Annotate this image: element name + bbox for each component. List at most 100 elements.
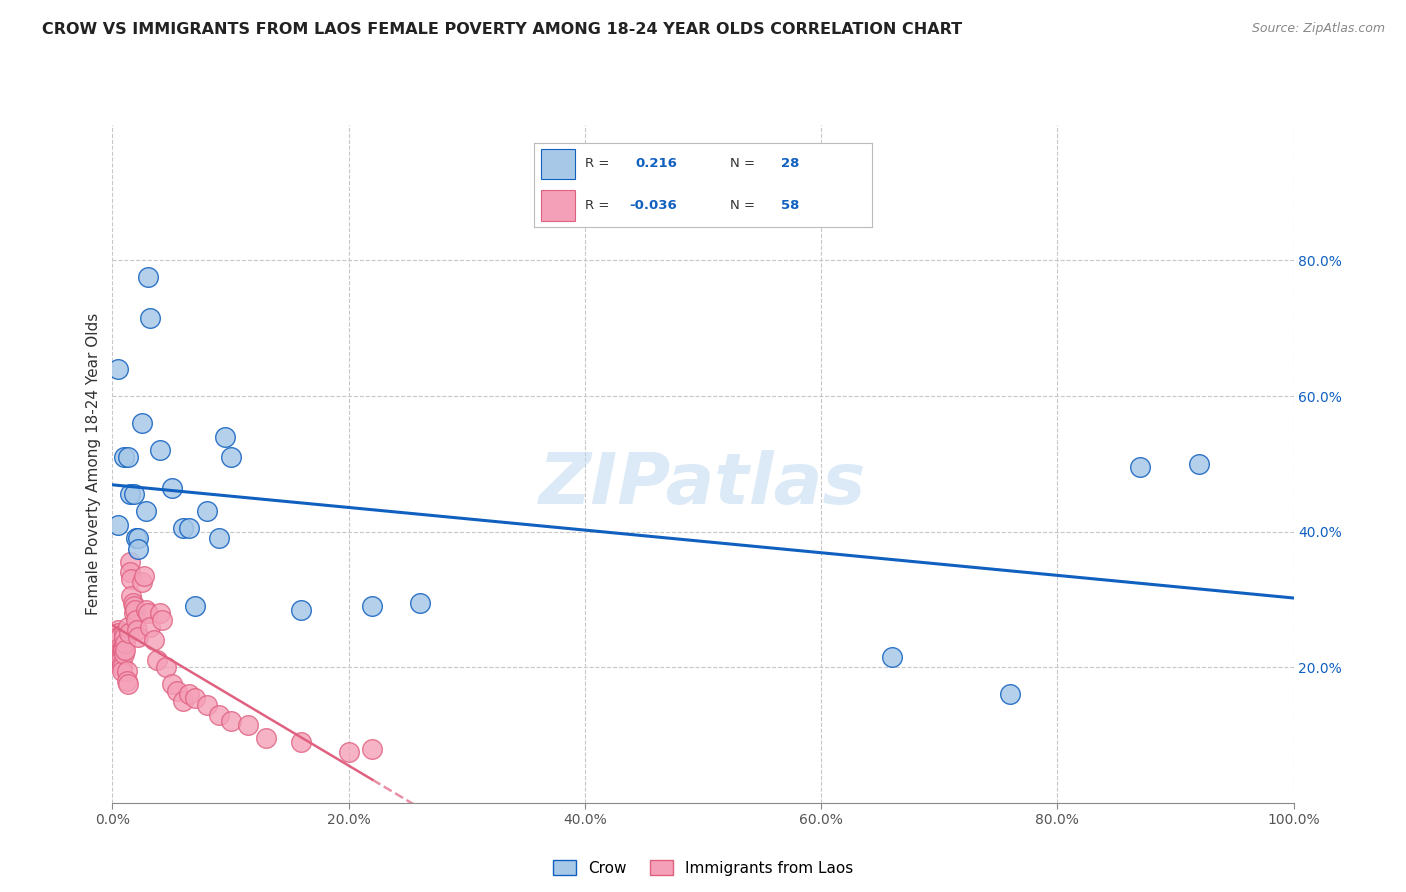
Point <box>131 575 153 590</box>
Point <box>120 487 142 501</box>
Point <box>120 566 142 580</box>
Legend: Crow, Immigrants from Laos: Crow, Immigrants from Laos <box>546 852 860 883</box>
Point <box>118 626 141 640</box>
Point <box>125 532 148 546</box>
Point <box>1188 457 1211 471</box>
Y-axis label: Female Poverty Among 18-24 Year Olds: Female Poverty Among 18-24 Year Olds <box>86 313 101 615</box>
Point <box>290 735 312 749</box>
Point <box>136 606 159 620</box>
Point <box>110 643 132 657</box>
Point <box>290 602 312 616</box>
Point <box>111 657 134 671</box>
Point <box>134 568 156 582</box>
Point <box>179 521 201 535</box>
Point <box>361 599 384 614</box>
Point <box>107 626 129 640</box>
Point <box>142 633 165 648</box>
Text: 28: 28 <box>780 157 799 170</box>
Text: 58: 58 <box>780 199 799 212</box>
Point <box>120 555 142 569</box>
Text: R =: R = <box>585 157 609 170</box>
Point <box>112 640 135 654</box>
FancyBboxPatch shape <box>541 190 575 220</box>
Text: N =: N = <box>730 199 755 212</box>
Point <box>135 602 157 616</box>
Text: 0.216: 0.216 <box>636 157 678 170</box>
Point <box>112 450 135 464</box>
Point <box>184 690 207 705</box>
Point <box>117 450 139 464</box>
Point <box>122 599 145 614</box>
Point <box>998 687 1021 701</box>
Point <box>136 270 159 285</box>
Point <box>150 613 173 627</box>
Point <box>139 619 162 633</box>
Point <box>112 626 135 640</box>
Point <box>195 504 218 518</box>
Point <box>107 517 129 532</box>
Point <box>408 596 430 610</box>
Point <box>195 698 218 712</box>
Point <box>115 664 138 678</box>
Point <box>107 362 129 376</box>
Text: -0.036: -0.036 <box>628 199 676 212</box>
Point <box>160 481 183 495</box>
Point <box>214 430 236 444</box>
Point <box>112 643 135 657</box>
Point <box>111 660 134 674</box>
Point <box>127 532 149 546</box>
Point <box>110 653 132 667</box>
Point <box>149 606 172 620</box>
Point <box>254 731 277 746</box>
Point <box>122 487 145 501</box>
Point <box>127 541 149 556</box>
Point <box>172 521 194 535</box>
Point <box>219 714 242 729</box>
Point <box>155 660 177 674</box>
Point <box>120 589 142 603</box>
FancyBboxPatch shape <box>541 149 575 179</box>
Point <box>110 650 132 665</box>
Point <box>114 643 136 657</box>
Point <box>112 647 135 661</box>
Point <box>111 664 134 678</box>
Point <box>208 532 231 546</box>
Point <box>117 677 139 691</box>
Point <box>107 623 129 637</box>
Point <box>179 687 201 701</box>
Point <box>122 606 145 620</box>
Text: R =: R = <box>585 199 609 212</box>
Point <box>112 630 135 644</box>
Point <box>108 630 131 644</box>
Point <box>108 640 131 654</box>
Text: Source: ZipAtlas.com: Source: ZipAtlas.com <box>1251 22 1385 36</box>
Point <box>117 619 139 633</box>
Text: ZIPatlas: ZIPatlas <box>540 450 866 518</box>
Point <box>146 653 169 667</box>
Point <box>135 504 157 518</box>
Point <box>139 311 162 326</box>
Point <box>121 596 143 610</box>
Point <box>120 572 142 586</box>
Point <box>125 613 148 627</box>
Point <box>166 684 188 698</box>
Point <box>149 443 172 458</box>
Point <box>131 416 153 430</box>
Point <box>337 745 360 759</box>
Point <box>172 694 194 708</box>
Point <box>127 630 149 644</box>
Text: N =: N = <box>730 157 755 170</box>
Point <box>114 636 136 650</box>
Point <box>361 741 384 756</box>
Point <box>238 718 260 732</box>
Point <box>219 450 242 464</box>
Text: CROW VS IMMIGRANTS FROM LAOS FEMALE POVERTY AMONG 18-24 YEAR OLDS CORRELATION CH: CROW VS IMMIGRANTS FROM LAOS FEMALE POVE… <box>42 22 962 37</box>
Point <box>127 623 149 637</box>
Point <box>110 647 132 661</box>
Point <box>160 677 183 691</box>
Point <box>115 673 138 688</box>
Point <box>124 602 146 616</box>
Point <box>107 630 129 644</box>
Point <box>208 707 231 722</box>
Point <box>184 599 207 614</box>
